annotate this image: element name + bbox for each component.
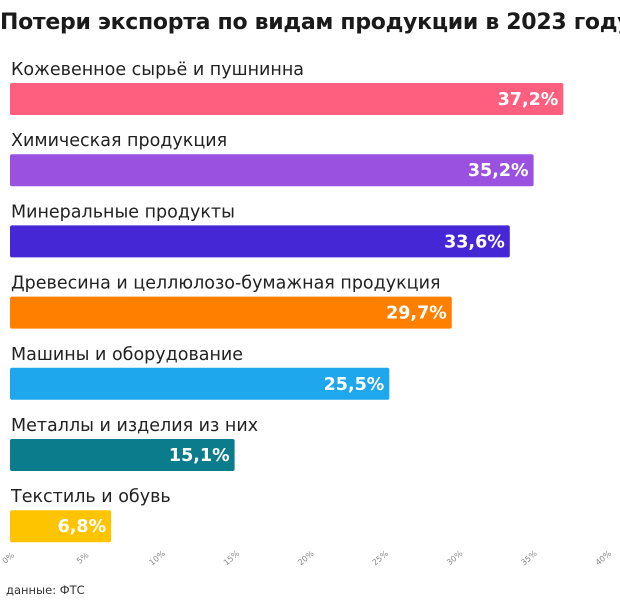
category-label: Текстиль и обувь (10, 487, 171, 507)
x-tick-label: 0% (1, 550, 17, 565)
bar (10, 154, 534, 187)
bar (10, 225, 510, 258)
category-label: Кожевенное сырьё и пушнинна (11, 60, 304, 80)
x-tick-label: 20% (296, 549, 316, 568)
category-label: Химическая продукция (11, 131, 227, 151)
bar (10, 510, 112, 543)
category-label: Древесина и целлюлозо-бумажная продукция (11, 274, 440, 294)
category-label: Металлы и изделия из них (11, 416, 258, 436)
bar (10, 83, 564, 115)
category-label: Машины и оборудование (11, 345, 243, 365)
value-label: 25,5% (324, 375, 385, 395)
bar (10, 439, 235, 471)
x-tick-label: 40% (594, 549, 614, 568)
x-tick-label: 25% (371, 549, 391, 568)
value-label: 35,2% (468, 161, 529, 181)
source-note: данные: ФТС (6, 583, 85, 597)
x-tick-label: 35% (519, 549, 539, 568)
value-label: 37,2% (498, 90, 559, 110)
value-label: 33,6% (444, 232, 505, 252)
x-tick-label: 30% (445, 549, 465, 568)
bar (10, 296, 452, 329)
x-tick-label: 10% (147, 549, 167, 568)
x-tick-label: 5% (75, 550, 91, 565)
x-tick-label: 15% (222, 549, 242, 568)
value-label: 15,1% (169, 446, 230, 466)
value-label: 29,7% (386, 304, 447, 324)
bar (10, 367, 390, 400)
value-label: 6,8% (58, 517, 107, 537)
chart-title: Потери экспорта по видам продукции в 202… (0, 10, 620, 35)
category-label: Минеральные продукты (11, 202, 235, 222)
